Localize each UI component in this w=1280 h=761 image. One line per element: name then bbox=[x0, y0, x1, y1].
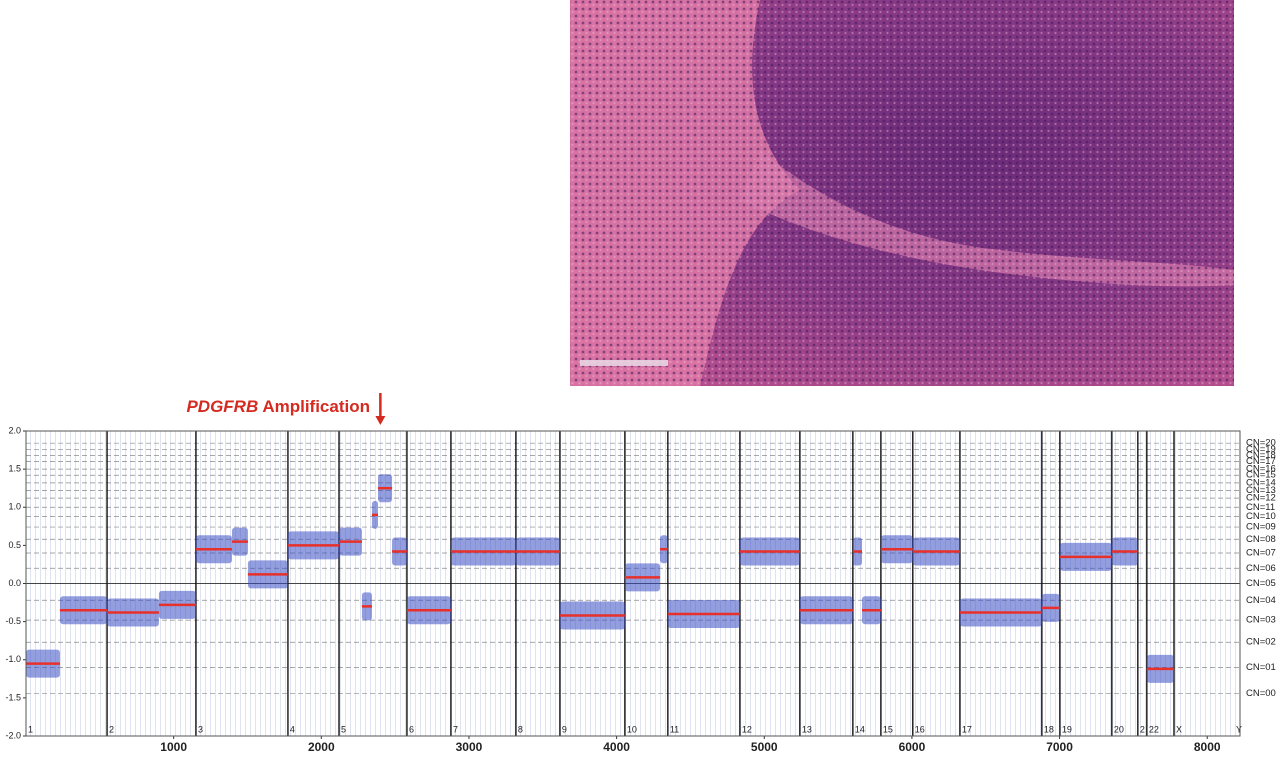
cn-tick-label: CN=08 bbox=[1246, 534, 1276, 545]
chromosome-label: 22 bbox=[1149, 724, 1159, 734]
cn-tick-label: CN=01 bbox=[1246, 662, 1276, 673]
y-tick-label: 1.5 bbox=[8, 464, 21, 474]
x-tick-label: 3000 bbox=[456, 740, 483, 754]
annotation: PDGFRB Amplification bbox=[186, 397, 370, 416]
chromosome-label: 13 bbox=[802, 724, 812, 734]
cn-tick-label: CN=16 bbox=[1246, 464, 1276, 475]
gene-name: PDGFRB bbox=[186, 397, 258, 416]
annotation-label: PDGFRB Amplification bbox=[186, 397, 370, 416]
cn-tick-label: CN=04 bbox=[1246, 595, 1276, 606]
chromosome-label: 10 bbox=[627, 724, 637, 734]
annotation-text: Amplification bbox=[262, 397, 370, 416]
chromosome-label: 5 bbox=[341, 724, 346, 734]
histology-image bbox=[570, 0, 1234, 386]
chromosome-label: 16 bbox=[915, 724, 925, 734]
chromosome-label: 1 bbox=[28, 724, 33, 734]
y-tick-label: 2.0 bbox=[8, 425, 21, 435]
chromosome-label: 9 bbox=[562, 724, 567, 734]
chromosome-label: 6 bbox=[409, 724, 414, 734]
cn-tick-label: CN=00 bbox=[1246, 688, 1276, 699]
cn-tick-label: CN=13 bbox=[1246, 485, 1276, 496]
chromosome-label: 11 bbox=[670, 724, 679, 734]
cn-tick-label: CN=07 bbox=[1246, 548, 1276, 559]
cn-tick-label: CN=20 bbox=[1246, 438, 1276, 449]
chromosome-label: 15 bbox=[883, 724, 893, 734]
plot-frame bbox=[25, 430, 1241, 737]
chromosome-label: 2 bbox=[1140, 724, 1145, 734]
chromosome-label: 20 bbox=[1114, 724, 1124, 734]
y-tick-label: 0.5 bbox=[8, 540, 21, 550]
annotation-arrowhead bbox=[375, 416, 386, 425]
cn-tick-label: CN=06 bbox=[1246, 563, 1276, 574]
chromosome-label: Y bbox=[1236, 724, 1242, 734]
y-tick-label: -1.5 bbox=[5, 692, 21, 702]
x-tick-label: 6000 bbox=[899, 740, 926, 754]
cn-tick-label: CN=02 bbox=[1246, 637, 1276, 648]
cn-tick-label: CN=09 bbox=[1246, 522, 1276, 533]
chromosome-label: 19 bbox=[1062, 724, 1072, 734]
chromosome-label: 17 bbox=[962, 724, 972, 734]
y-tick-label: 1.0 bbox=[8, 502, 21, 512]
chromosome-label: 4 bbox=[290, 724, 295, 734]
cn-tick-label: CN=19 bbox=[1246, 444, 1276, 455]
y-tick-label: 0.0 bbox=[8, 578, 21, 588]
chromosome-label: 2 bbox=[109, 724, 114, 734]
cn-tick-label: CN=15 bbox=[1246, 470, 1276, 481]
chromosome-label: X bbox=[1176, 724, 1182, 734]
chromosome-label: 7 bbox=[453, 724, 458, 734]
cn-tick-label: CN=18 bbox=[1246, 450, 1276, 461]
cn-tick-label: CN=14 bbox=[1246, 477, 1276, 488]
chromosome-label: 8 bbox=[518, 724, 523, 734]
chromosome-label: 12 bbox=[742, 724, 752, 734]
cn-tick-label: CN=11 bbox=[1246, 502, 1275, 513]
x-tick-label: 4000 bbox=[603, 740, 630, 754]
x-tick-label: 7000 bbox=[1046, 740, 1073, 754]
cn-tick-label: CN=12 bbox=[1246, 493, 1276, 504]
cn-tick-label: CN=17 bbox=[1246, 456, 1276, 467]
x-tick-label: 5000 bbox=[751, 740, 778, 754]
cn-tick-label: CN=05 bbox=[1246, 578, 1276, 589]
cn-tick-label: CN=03 bbox=[1246, 615, 1276, 626]
x-tick-label: 8000 bbox=[1194, 740, 1221, 754]
chromosome-label: 18 bbox=[1044, 724, 1054, 734]
y-tick-label: -0.5 bbox=[5, 616, 21, 626]
chromosome-label: 3 bbox=[198, 724, 203, 734]
x-tick-label: 1000 bbox=[160, 740, 187, 754]
y-tick-label: -2.0 bbox=[5, 730, 21, 740]
x-tick-label: 2000 bbox=[308, 740, 335, 754]
cn-tick-label: CN=10 bbox=[1246, 511, 1276, 522]
y-tick-label: -1.0 bbox=[5, 654, 21, 664]
chromosome-label: 14 bbox=[855, 724, 865, 734]
